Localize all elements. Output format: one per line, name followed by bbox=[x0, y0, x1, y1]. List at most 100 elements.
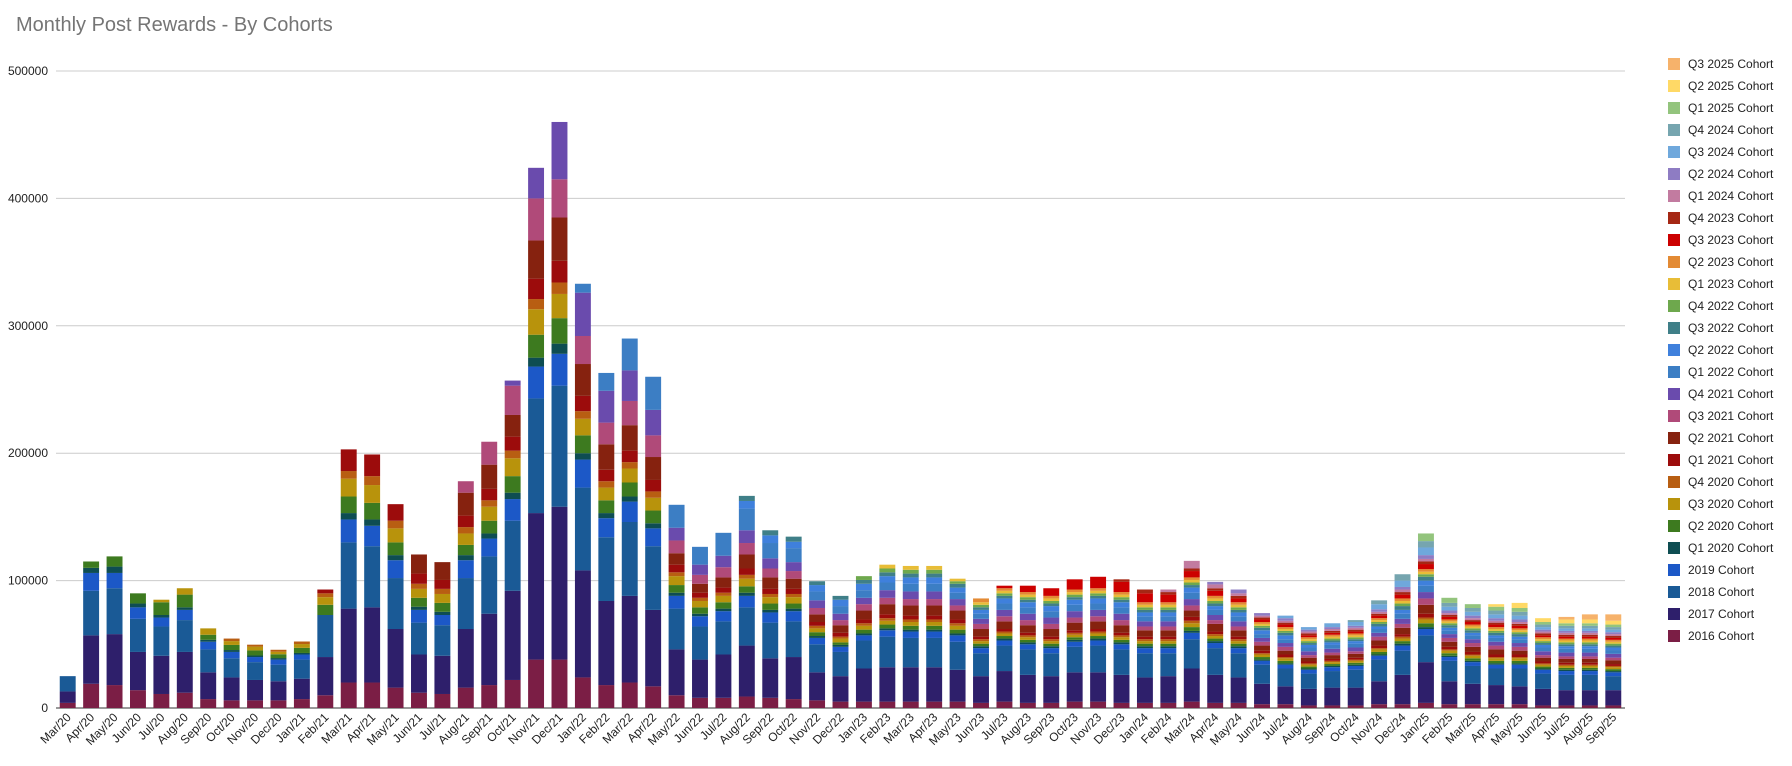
bar-segment[interactable] bbox=[1511, 657, 1528, 659]
bar-segment[interactable] bbox=[1230, 702, 1247, 708]
bar-segment[interactable] bbox=[1581, 671, 1598, 675]
bar-segment[interactable] bbox=[1605, 632, 1622, 635]
bar-segment[interactable] bbox=[434, 614, 451, 626]
bar-segment[interactable] bbox=[1605, 664, 1622, 666]
bar-segment[interactable] bbox=[973, 702, 989, 708]
bar-segment[interactable] bbox=[1113, 607, 1130, 614]
bar-segment[interactable] bbox=[762, 568, 779, 578]
bar-segment[interactable] bbox=[973, 646, 989, 649]
bar-segment[interactable] bbox=[1417, 561, 1434, 565]
bar-segment[interactable] bbox=[879, 582, 896, 591]
bar-segment[interactable] bbox=[1394, 592, 1411, 595]
bar-segment[interactable] bbox=[364, 525, 381, 547]
bar-segment[interactable] bbox=[996, 590, 1013, 594]
bar-segment[interactable] bbox=[1464, 622, 1481, 625]
bar-segment[interactable] bbox=[1090, 645, 1107, 673]
bar-segment[interactable] bbox=[1019, 602, 1036, 608]
bar-segment[interactable] bbox=[879, 614, 896, 619]
bar-segment[interactable] bbox=[762, 658, 779, 698]
bar-segment[interactable] bbox=[832, 632, 849, 637]
legend-item[interactable]: Q3 2024 Cohort bbox=[1668, 145, 1774, 159]
bar-segment[interactable] bbox=[1183, 587, 1200, 593]
bar-segment[interactable] bbox=[317, 589, 334, 594]
bar-segment[interactable] bbox=[1136, 604, 1153, 608]
bar-stack[interactable] bbox=[1347, 620, 1364, 708]
bar-segment[interactable] bbox=[293, 647, 310, 653]
bar-segment[interactable] bbox=[1535, 663, 1551, 665]
bar-segment[interactable] bbox=[434, 588, 451, 594]
bar-segment[interactable] bbox=[270, 659, 287, 665]
bar-segment[interactable] bbox=[1300, 637, 1317, 640]
bar-segment[interactable] bbox=[1441, 634, 1458, 638]
bar-segment[interactable] bbox=[1160, 676, 1177, 703]
bar-segment[interactable] bbox=[1113, 649, 1130, 675]
bar-segment[interactable] bbox=[1581, 634, 1598, 637]
bar-segment[interactable] bbox=[1605, 660, 1622, 665]
bar-segment[interactable] bbox=[738, 543, 755, 555]
bar-segment[interactable] bbox=[1605, 636, 1622, 638]
bar-segment[interactable] bbox=[1090, 598, 1107, 604]
bar-segment[interactable] bbox=[949, 605, 966, 611]
bar-segment[interactable] bbox=[1254, 664, 1270, 684]
bar-segment[interactable] bbox=[1254, 622, 1270, 624]
bar-segment[interactable] bbox=[1417, 598, 1434, 605]
bar-segment[interactable] bbox=[949, 669, 966, 702]
bar-segment[interactable] bbox=[1207, 631, 1224, 635]
bar-segment[interactable] bbox=[1347, 627, 1364, 630]
bar-segment[interactable] bbox=[762, 558, 779, 569]
bar-segment[interactable] bbox=[902, 615, 919, 620]
bar-segment[interactable] bbox=[411, 622, 427, 655]
bar-segment[interactable] bbox=[340, 608, 357, 683]
bar-segment[interactable] bbox=[902, 583, 919, 592]
bar-stack[interactable] bbox=[528, 167, 545, 708]
bar-segment[interactable] bbox=[434, 611, 451, 615]
legend-item[interactable]: Q3 2022 Cohort bbox=[1668, 321, 1774, 335]
bar-segment[interactable] bbox=[247, 657, 264, 663]
bar-segment[interactable] bbox=[902, 577, 919, 584]
bar-stack[interactable] bbox=[1019, 585, 1036, 708]
bar-segment[interactable] bbox=[692, 607, 708, 614]
bar-segment[interactable] bbox=[223, 700, 240, 708]
bar-segment[interactable] bbox=[1394, 586, 1411, 590]
bar-segment[interactable] bbox=[1488, 622, 1505, 625]
bar-segment[interactable] bbox=[387, 542, 404, 556]
bar-segment[interactable] bbox=[996, 593, 1013, 596]
bar-stack[interactable] bbox=[926, 565, 943, 708]
bar-segment[interactable] bbox=[855, 668, 872, 702]
bar-segment[interactable] bbox=[879, 572, 896, 577]
bar-stack[interactable] bbox=[598, 372, 615, 708]
bar-segment[interactable] bbox=[738, 696, 755, 708]
bar-segment[interactable] bbox=[902, 625, 919, 630]
bar-segment[interactable] bbox=[1441, 646, 1458, 650]
bar-segment[interactable] bbox=[1207, 620, 1224, 624]
bar-segment[interactable] bbox=[1417, 571, 1434, 575]
bar-segment[interactable] bbox=[879, 568, 896, 573]
bar-segment[interactable] bbox=[387, 528, 404, 543]
bar-segment[interactable] bbox=[1394, 674, 1411, 705]
bar-segment[interactable] bbox=[668, 585, 685, 593]
bar-segment[interactable] bbox=[1019, 620, 1036, 626]
bar-segment[interactable] bbox=[1113, 594, 1130, 598]
bar-segment[interactable] bbox=[598, 422, 615, 445]
bar-segment[interactable] bbox=[738, 586, 755, 593]
bar-segment[interactable] bbox=[200, 628, 217, 635]
bar-segment[interactable] bbox=[973, 618, 989, 624]
bar-segment[interactable] bbox=[1464, 662, 1481, 666]
bar-segment[interactable] bbox=[106, 556, 123, 567]
bar-stack[interactable] bbox=[247, 644, 264, 708]
bar-segment[interactable] bbox=[387, 578, 404, 630]
bar-segment[interactable] bbox=[902, 631, 919, 638]
bar-segment[interactable] bbox=[1019, 599, 1036, 603]
bar-segment[interactable] bbox=[1136, 702, 1153, 708]
bar-segment[interactable] bbox=[1441, 621, 1458, 624]
bar-segment[interactable] bbox=[1136, 653, 1153, 678]
bar-segment[interactable] bbox=[387, 520, 404, 529]
bar-segment[interactable] bbox=[1464, 607, 1481, 612]
bar-segment[interactable] bbox=[247, 646, 264, 651]
bar-stack[interactable] bbox=[832, 595, 849, 708]
bar-segment[interactable] bbox=[1581, 665, 1598, 668]
bar-segment[interactable] bbox=[574, 292, 591, 336]
bar-segment[interactable] bbox=[1371, 640, 1388, 646]
bar-segment[interactable] bbox=[1277, 624, 1294, 628]
bar-segment[interactable] bbox=[668, 553, 685, 565]
